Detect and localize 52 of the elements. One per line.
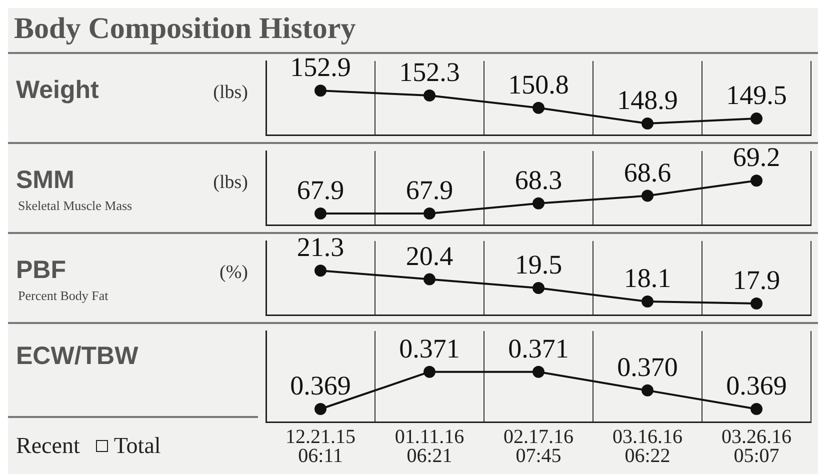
point (314, 84, 326, 97)
data-label: 0.369 (290, 370, 351, 401)
x-tick-label: 03.26.16 05:07 (722, 426, 792, 467)
point (750, 112, 762, 125)
data-label: 69.2 (732, 142, 780, 172)
point (532, 282, 544, 294)
text: Recent (16, 433, 80, 459)
data-label: 0.369 (726, 370, 787, 401)
data-label: 149.5 (726, 80, 787, 110)
data-label: 67.9 (296, 175, 344, 206)
point (424, 207, 436, 220)
y-axis-title: Weight (16, 76, 99, 105)
point (642, 296, 654, 308)
data-label: 68.6 (624, 157, 672, 188)
data-label: 148.9 (617, 85, 678, 116)
data-label: 20.4 (406, 240, 454, 271)
data-label: 17.9 (732, 265, 780, 296)
y-axis-title: PBF (16, 256, 66, 285)
chart-title: Body Composition History (13, 11, 357, 47)
y-axis-title: ECW/TBW (16, 342, 138, 371)
point (424, 90, 436, 102)
point (314, 207, 326, 220)
data-label: 68.3 (514, 164, 562, 195)
data-label: 152.9 (290, 52, 351, 82)
text: Percent Body Fat (18, 288, 108, 304)
text: Skeletal Muscle Mass (18, 198, 132, 214)
data-label: 21.3 (296, 232, 344, 262)
data-label: 0.371 (508, 333, 569, 364)
x-tick-label: 03.16.16 06:22 (612, 426, 682, 467)
data-label: 18.1 (624, 263, 672, 294)
text: (lbs) (213, 82, 248, 104)
data-label: 0.370 (617, 352, 678, 382)
data-label: 67.9 (406, 175, 454, 206)
point (642, 190, 654, 202)
data-label: 150.8 (508, 69, 569, 100)
point (532, 197, 544, 210)
data-label: 152.3 (399, 57, 460, 88)
data-label: 0.371 (399, 333, 460, 364)
point (314, 264, 326, 277)
point (750, 174, 762, 187)
x-tick-label: 02.17.16 07:45 (504, 426, 574, 467)
x-tick-label: 01.11.16 06:21 (394, 426, 464, 467)
text: (%) (220, 262, 248, 284)
text: Total (114, 433, 161, 459)
point (424, 273, 436, 286)
data-label: 19.5 (514, 250, 562, 280)
x-tick-label: 12.21.15 06:11 (286, 426, 356, 467)
text: (lbs) (213, 172, 248, 194)
y-axis-title: SMM (16, 166, 74, 195)
point (750, 297, 762, 310)
point (642, 117, 654, 130)
point (532, 102, 544, 114)
